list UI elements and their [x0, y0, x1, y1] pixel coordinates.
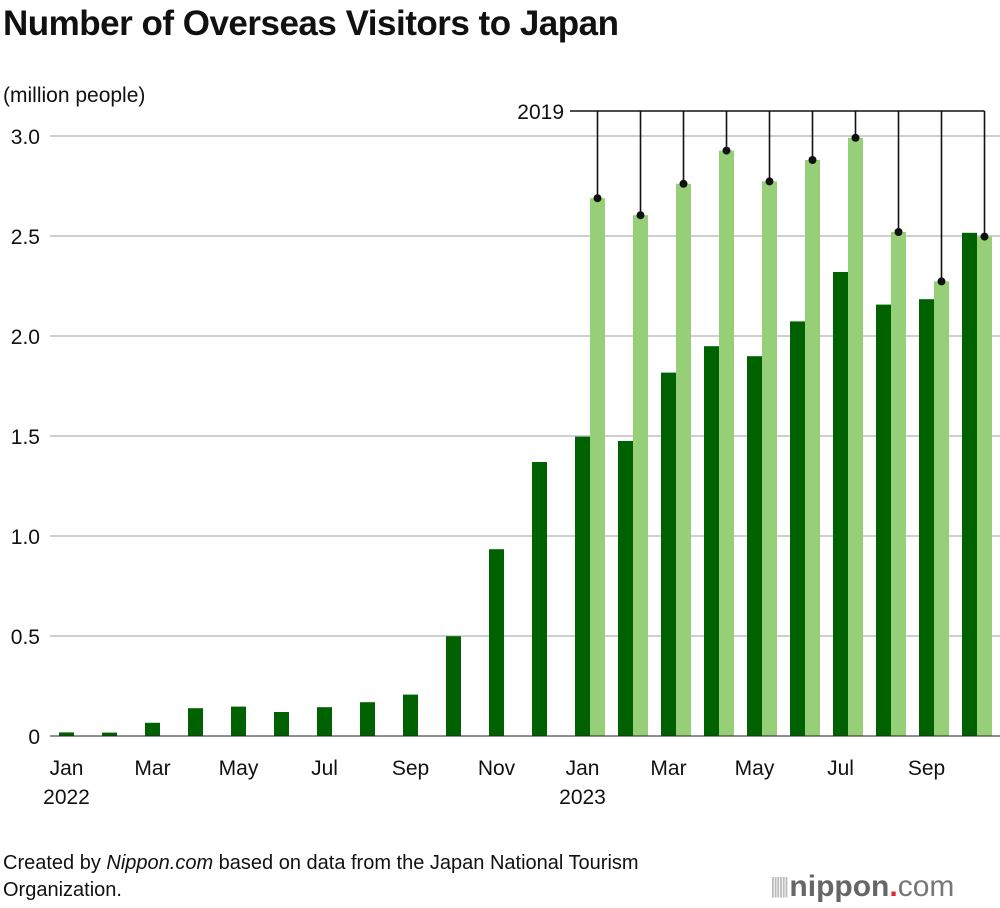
bar-visitors	[403, 694, 418, 736]
leader-dot	[808, 156, 817, 164]
bar-2019	[891, 232, 906, 736]
source-site: Nippon.com	[106, 852, 214, 874]
bar-2019	[676, 183, 691, 737]
bar-visitors	[489, 549, 504, 736]
bar-2019	[934, 281, 949, 736]
leader-dot	[980, 232, 989, 241]
chart-title: Number of Overseas Visitors to Japan	[3, 4, 619, 43]
bar-visitors	[618, 441, 633, 736]
x-tick-label: Nov	[478, 757, 516, 780]
bar-2019	[762, 181, 777, 736]
annotation-2019-label: 2019	[517, 101, 564, 124]
y-tick-label: 1.5	[11, 426, 40, 449]
nippon-logo: |||||| nippon.com	[770, 870, 954, 904]
x-tick-label: May	[735, 757, 775, 780]
x-tick-label: Jul	[827, 757, 854, 780]
bar-2019	[590, 198, 605, 736]
x-tick-label: Jan	[50, 757, 84, 780]
x-tick-label: May	[219, 757, 259, 780]
leader-dot	[636, 211, 645, 220]
y-tick-label: 3.0	[11, 126, 40, 149]
y-tick-label: 0	[28, 726, 40, 749]
y-tick-label: 1.0	[11, 526, 40, 549]
y-tick-label: 2.0	[11, 326, 40, 349]
bar-visitors	[360, 702, 375, 736]
bar-2019	[977, 236, 992, 736]
bar-visitors	[833, 272, 848, 736]
bar-visitors	[274, 712, 289, 736]
logo-tld: com	[897, 870, 955, 903]
bar-visitors	[790, 321, 805, 736]
bar-visitors	[317, 707, 332, 736]
bar-visitors	[962, 232, 977, 737]
bar-2019	[805, 160, 820, 736]
bar-visitors	[747, 356, 762, 736]
leader-dot	[593, 194, 602, 203]
logo-bars-icon: ||||||	[770, 873, 790, 898]
bar-visitors	[446, 636, 461, 736]
leader-dot	[679, 179, 688, 188]
leader-dot	[851, 133, 860, 142]
x-tick-year: 2022	[43, 786, 90, 809]
x-tick-label: Mar	[134, 757, 170, 780]
bar-2019	[719, 150, 734, 737]
x-tick-label: Jul	[311, 757, 338, 780]
x-tick-year: 2023	[559, 786, 606, 809]
leader-dot	[937, 277, 946, 286]
bar-visitors	[188, 708, 203, 736]
x-tick-label: Jan	[566, 757, 600, 780]
bar-visitors	[231, 706, 246, 736]
leader-dot	[894, 228, 903, 236]
source-note: Created by Nippon.com based on data from…	[3, 850, 763, 904]
bar-visitors	[876, 304, 891, 736]
y-axis-label: (million people)	[3, 84, 146, 107]
logo-dot: .	[889, 870, 898, 903]
x-tick-label: Sep	[908, 757, 945, 780]
logo-name: nippon	[789, 870, 890, 903]
bar-visitors	[704, 346, 719, 736]
bar-2019	[633, 215, 648, 736]
y-tick-label: 0.5	[11, 626, 40, 649]
y-tick-label: 2.5	[11, 226, 40, 249]
leader-dot	[765, 177, 774, 186]
x-tick-label: Sep	[392, 757, 429, 780]
bar-visitors	[102, 732, 117, 736]
leader-dot	[722, 146, 731, 155]
bar-visitors	[575, 436, 590, 736]
bar-visitors	[661, 372, 676, 736]
bar-visitors	[145, 722, 160, 736]
bar-visitors	[532, 462, 547, 736]
source-prefix: Created by	[3, 852, 107, 874]
source-suffix: based on data from the Japan National To…	[3, 852, 639, 901]
bar-visitors	[919, 299, 934, 736]
bar-visitors	[59, 732, 74, 736]
bar-2019	[848, 137, 863, 737]
x-tick-label: Mar	[650, 757, 686, 780]
